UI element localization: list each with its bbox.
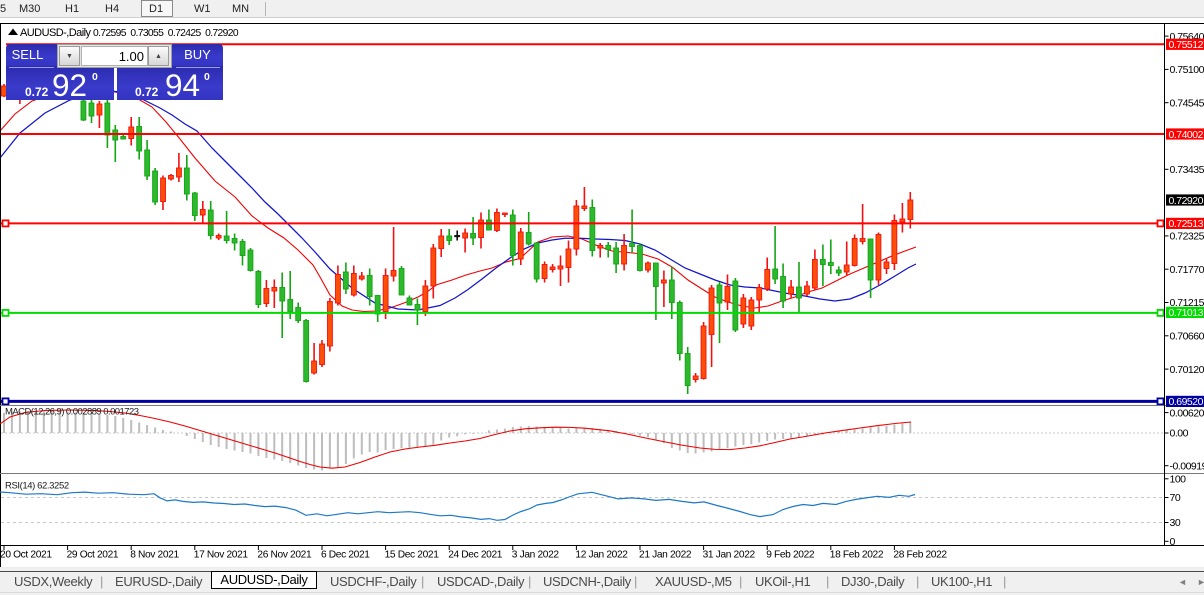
svg-text:-0.00919: -0.00919 — [1170, 460, 1204, 472]
svg-text:15 Dec 2021: 15 Dec 2021 — [385, 550, 440, 561]
svg-text:29 Oct 2021: 29 Oct 2021 — [67, 550, 119, 561]
svg-text:0.72513: 0.72513 — [1169, 218, 1204, 230]
svg-text:0.006201: 0.006201 — [1170, 407, 1204, 419]
svg-text:0.72325: 0.72325 — [1170, 231, 1204, 243]
svg-text:0.00: 0.00 — [1170, 428, 1189, 440]
svg-text:28 Feb 2022: 28 Feb 2022 — [893, 550, 947, 561]
svg-text:70: 70 — [1170, 492, 1181, 504]
svg-text:6 Dec 2021: 6 Dec 2021 — [321, 550, 370, 561]
svg-text:0.73435: 0.73435 — [1170, 164, 1204, 176]
svg-text:0.74002: 0.74002 — [1169, 129, 1204, 141]
svg-text:9 Feb 2022: 9 Feb 2022 — [766, 550, 815, 561]
svg-text:0.72920: 0.72920 — [1169, 195, 1204, 207]
svg-text:20 Oct 2021: 20 Oct 2021 — [0, 550, 52, 561]
svg-text:AUDUSD-,Daily: AUDUSD-,Daily — [20, 27, 92, 39]
svg-text:0.72595 0.73055 0.72425 0.7: 0.72595 0.73055 0.72425 0.72920 — [93, 28, 239, 39]
svg-text:0.69520: 0.69520 — [1169, 396, 1204, 408]
svg-text:0.70660: 0.70660 — [1170, 331, 1204, 343]
svg-text:MACD(12,26,9) 0.002889 0.00172: MACD(12,26,9) 0.002889 0.001723 — [5, 407, 139, 418]
svg-text:RSI(14) 62.3252: RSI(14) 62.3252 — [5, 481, 69, 492]
svg-text:0.70120: 0.70120 — [1170, 364, 1204, 376]
svg-text:3 Jan 2022: 3 Jan 2022 — [512, 550, 560, 561]
svg-text:0.75100: 0.75100 — [1170, 64, 1204, 76]
svg-text:0.71770: 0.71770 — [1170, 264, 1204, 276]
svg-text:0.74545: 0.74545 — [1170, 97, 1204, 109]
svg-text:0.75512: 0.75512 — [1169, 39, 1204, 51]
svg-text:24 Dec 2021: 24 Dec 2021 — [448, 550, 503, 561]
svg-text:0.71215: 0.71215 — [1170, 297, 1204, 309]
svg-text:18 Feb 2022: 18 Feb 2022 — [830, 550, 884, 561]
svg-text:31 Jan 2022: 31 Jan 2022 — [703, 550, 756, 561]
svg-text:26 Nov 2021: 26 Nov 2021 — [257, 550, 312, 561]
svg-text:0.71013: 0.71013 — [1169, 307, 1204, 319]
svg-text:0: 0 — [1170, 536, 1176, 548]
svg-text:21 Jan 2022: 21 Jan 2022 — [639, 550, 692, 561]
svg-text:17 Nov 2021: 17 Nov 2021 — [194, 550, 249, 561]
svg-text:100: 100 — [1170, 474, 1187, 486]
svg-text:12 Jan 2022: 12 Jan 2022 — [575, 550, 628, 561]
svg-text:30: 30 — [1170, 517, 1181, 529]
svg-text:8 Nov 2021: 8 Nov 2021 — [130, 550, 179, 561]
